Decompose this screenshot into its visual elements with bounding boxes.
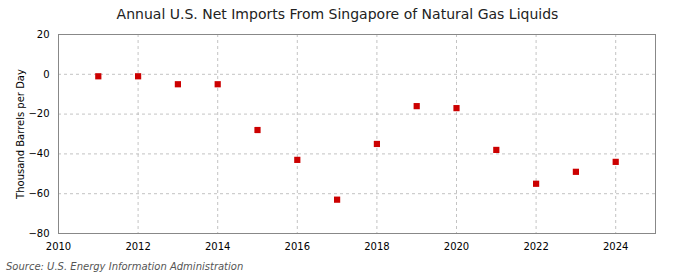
svg-text:−40: −40	[28, 148, 49, 159]
html-text:Annual U.S. Net Imports From S: Annual U.S. Net Imports From Singapore o…	[116, 6, 559, 22]
svg-text:2010: 2010	[46, 241, 71, 252]
svg-text:0: 0	[43, 69, 49, 80]
svg-text:20: 20	[37, 29, 50, 40]
svg-text:2012: 2012	[125, 241, 150, 252]
svg-text:2016: 2016	[285, 241, 310, 252]
svg-text:−20: −20	[28, 108, 49, 119]
svg-text:−60: −60	[28, 188, 49, 199]
svg-text:2024: 2024	[603, 241, 628, 252]
svg-text:2014: 2014	[205, 241, 230, 252]
html-text:Source: U.S. Energy Informatio: Source: U.S. Energy Information Administ…	[6, 261, 244, 272]
svg-text:2018: 2018	[364, 241, 389, 252]
svg-text:2020: 2020	[444, 241, 469, 252]
svg-text:−80: −80	[28, 228, 49, 239]
svg-text:2022: 2022	[523, 241, 548, 252]
svg-text:Thousand Barrels per Day: Thousand Barrels per Day	[15, 69, 26, 200]
